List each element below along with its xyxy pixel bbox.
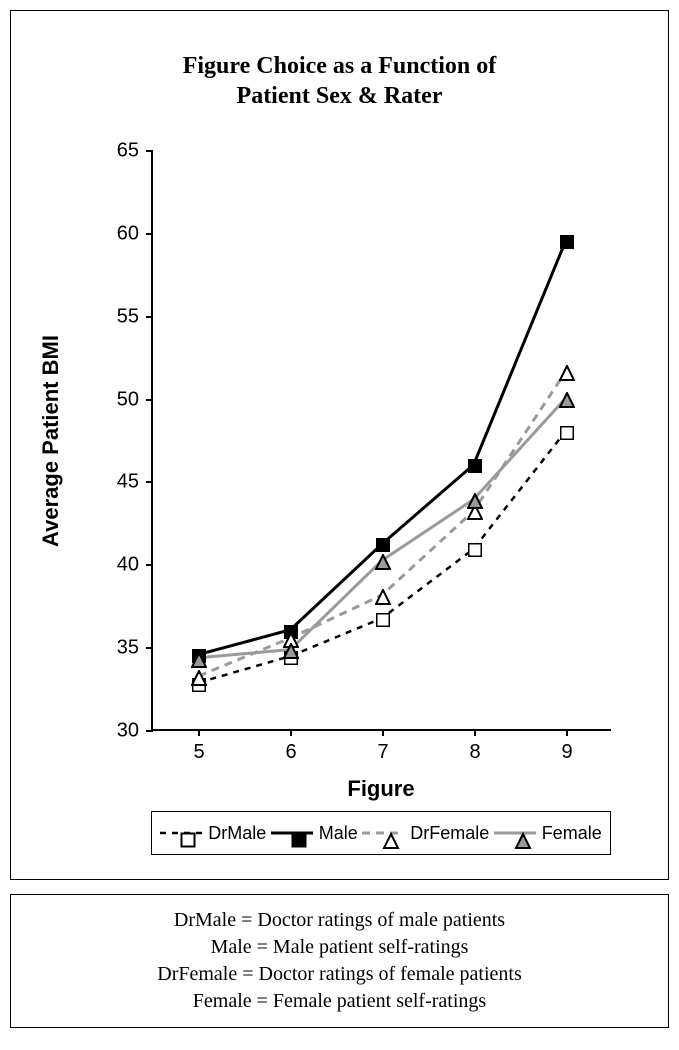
y-tick-label: 30 [117,720,153,743]
series-marker-DrMale [468,543,482,557]
chart-title-line2: Patient Sex & Rater [237,83,443,109]
legend-item-DrFemale: DrFemale [362,823,489,844]
series-marker-Male [560,235,574,249]
series-line-DrFemale [199,372,565,676]
legend-swatch-Female [494,824,536,842]
legend-label-Female: Female [542,823,602,844]
caption-line-2: DrFemale = Doctor ratings of female pati… [19,961,660,988]
caption-panel: DrMale = Doctor ratings of male patients… [10,894,669,1028]
series-marker-DrFemale [559,365,575,381]
series-marker-DrMale [376,613,390,627]
legend-swatch-DrFemale [362,824,404,842]
y-tick-label: 50 [117,388,153,411]
y-tick-label: 40 [117,554,153,577]
series-marker-DrFemale [375,589,391,605]
x-tick-label: 8 [469,729,480,764]
series-marker-DrMale [560,426,574,440]
caption-line-3: Female = Female patient self-ratings [19,988,660,1015]
chart-title: Figure Choice as a Function of Patient S… [11,51,668,111]
x-tick-label: 9 [561,729,572,764]
lines-layer [153,151,611,729]
caption-line-0: DrMale = Doctor ratings of male patients [19,907,660,934]
y-tick-label: 45 [117,471,153,494]
legend-item-Male: Male [271,823,358,844]
y-tick-label: 60 [117,222,153,245]
series-marker-Male [376,538,390,552]
series-marker-Female [559,392,575,408]
chart-title-line1: Figure Choice as a Function of [183,53,497,79]
series-marker-Female [283,643,299,659]
series-marker-Female [375,554,391,570]
x-tick-label: 5 [193,729,204,764]
series-marker-DrFemale [191,670,207,686]
legend: DrMale Male DrFemale Female [151,811,611,855]
series-marker-Male [468,459,482,473]
x-axis-label: Figure [347,776,414,802]
legend-label-Male: Male [319,823,358,844]
y-tick-label: 55 [117,305,153,328]
series-marker-Female [191,652,207,668]
legend-item-Female: Female [494,823,602,844]
chart-panel: Figure Choice as a Function of Patient S… [10,10,669,880]
legend-label-DrFemale: DrFemale [410,823,489,844]
legend-label-DrMale: DrMale [208,823,266,844]
series-marker-Female [467,493,483,509]
y-tick-label: 65 [117,140,153,163]
caption-line-1: Male = Male patient self-ratings [19,934,660,961]
x-tick-label: 6 [285,729,296,764]
y-axis-label: Average Patient BMI [38,335,64,547]
legend-swatch-Male [271,824,313,842]
x-tick-label: 7 [377,729,388,764]
y-tick-label: 35 [117,637,153,660]
legend-item-DrMale: DrMale [160,823,266,844]
legend-swatch-DrMale [160,824,202,842]
plot-area: 303540455055606556789 [151,151,611,731]
